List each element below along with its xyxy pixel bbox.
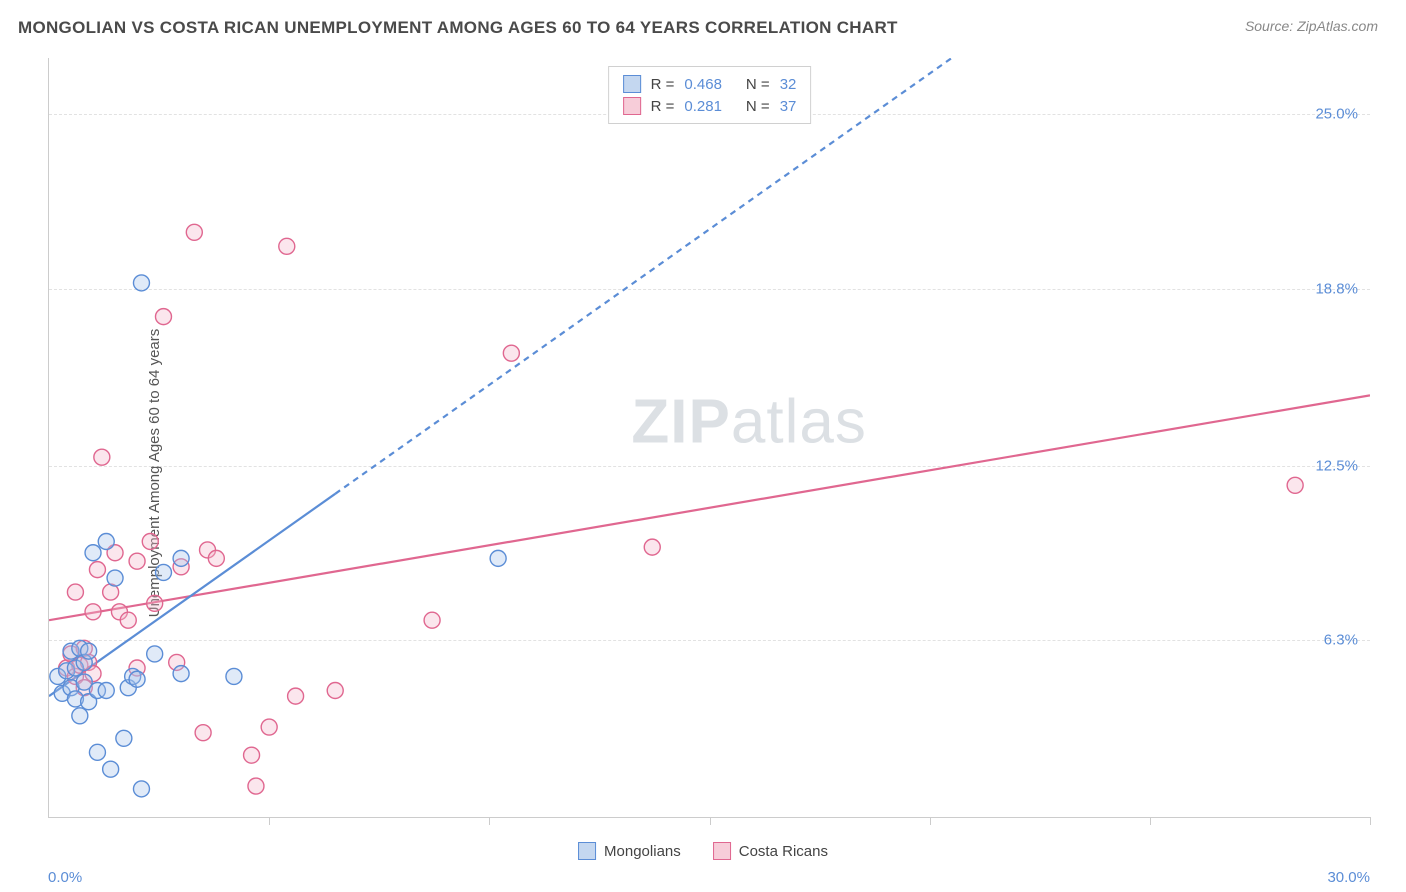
- x-tick: [1150, 817, 1151, 825]
- legend-swatch-costa-ricans-icon: [713, 842, 731, 860]
- legend-swatch-costa-ricans: [623, 97, 641, 115]
- chart-title: MONGOLIAN VS COSTA RICAN UNEMPLOYMENT AM…: [18, 18, 898, 38]
- chart-container: Unemployment Among Ages 60 to 64 years Z…: [0, 54, 1406, 892]
- x-tick: [269, 817, 270, 825]
- legend-stats-row-costa-ricans: R = 0.281 N = 37: [623, 95, 797, 117]
- x-tick: [1370, 817, 1371, 825]
- scatter-svg: [49, 58, 1370, 817]
- chart-source: Source: ZipAtlas.com: [1245, 18, 1378, 34]
- legend-series: Mongolians Costa Ricans: [578, 842, 828, 860]
- legend-stats: R = 0.468 N = 32 R = 0.281 N = 37: [608, 66, 812, 124]
- legend-label-costa-ricans: Costa Ricans: [739, 843, 828, 860]
- legend-swatch-mongolians-icon: [578, 842, 596, 860]
- n-value-costa-ricans: 37: [780, 98, 797, 115]
- legend-label-mongolians: Mongolians: [604, 843, 681, 860]
- r-value-mongolians: 0.468: [684, 76, 722, 93]
- r-prefix: R =: [651, 98, 675, 115]
- legend-stats-row-mongolians: R = 0.468 N = 32: [623, 73, 797, 95]
- x-axis-max-label: 30.0%: [1327, 869, 1370, 886]
- plot-area: ZIPatlas R = 0.468 N = 32 R = 0.281 N = …: [48, 58, 1370, 818]
- n-value-mongolians: 32: [780, 76, 797, 93]
- x-tick: [930, 817, 931, 825]
- x-tick: [489, 817, 490, 825]
- r-value-costa-ricans: 0.281: [684, 98, 722, 115]
- x-tick: [710, 817, 711, 825]
- legend-swatch-mongolians: [623, 75, 641, 93]
- n-prefix: N =: [746, 76, 770, 93]
- n-prefix: N =: [746, 98, 770, 115]
- x-axis-min-label: 0.0%: [48, 869, 82, 886]
- legend-item-costa-ricans: Costa Ricans: [713, 842, 828, 860]
- legend-item-mongolians: Mongolians: [578, 842, 681, 860]
- r-prefix: R =: [651, 76, 675, 93]
